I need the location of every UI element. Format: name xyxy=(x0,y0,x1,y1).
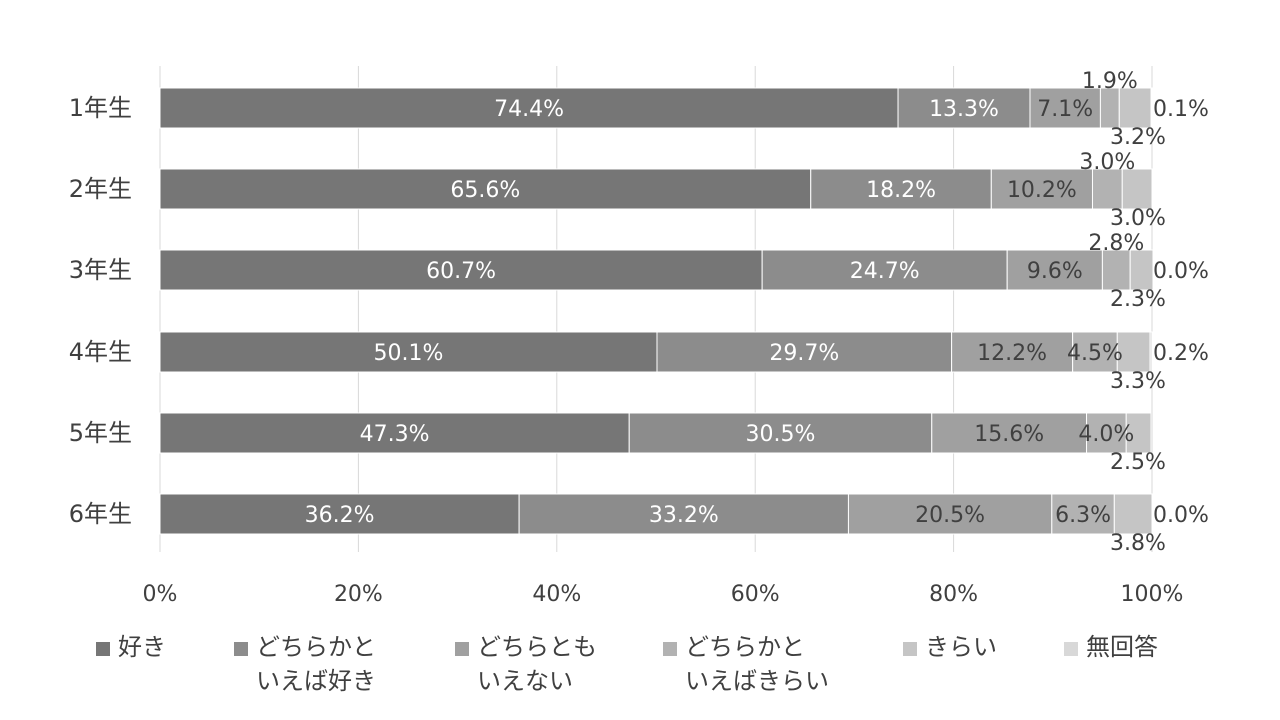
data-label: 29.7% xyxy=(769,341,839,366)
legend-label: きらい xyxy=(925,633,997,661)
legend-item: きらい xyxy=(903,630,997,664)
legend-item: 好き xyxy=(96,630,166,664)
data-label: 4.0% xyxy=(1078,422,1134,447)
bar-segment xyxy=(1150,87,1153,129)
bar-segment xyxy=(159,249,763,291)
data-label: 30.5% xyxy=(746,422,816,447)
data-label: 6.3% xyxy=(1055,503,1111,528)
legend-swatch xyxy=(234,642,248,656)
bar-segment xyxy=(1091,168,1123,210)
bar-segment xyxy=(1116,331,1151,373)
bar-segment xyxy=(990,168,1093,210)
legend-item: どちらかと いえばきらい xyxy=(663,630,829,698)
data-label: 20.5% xyxy=(915,503,985,528)
data-label: 33.2% xyxy=(649,503,719,528)
data-label: 18.2% xyxy=(866,178,936,203)
data-label: 3.2% xyxy=(1110,125,1166,150)
category-label: 3年生 xyxy=(69,256,132,284)
data-label: 2.8% xyxy=(1088,231,1144,256)
x-tick-label: 40% xyxy=(532,582,581,607)
category-label: 4年生 xyxy=(69,338,132,366)
legend-item: どちらかと いえば好き xyxy=(234,630,376,698)
legend-swatch xyxy=(903,642,917,656)
bar-segment xyxy=(1051,493,1115,535)
data-label: 74.4% xyxy=(494,97,564,122)
x-tick-label: 100% xyxy=(1121,582,1184,607)
data-label: 65.6% xyxy=(450,178,520,203)
bar-segment xyxy=(1006,249,1103,291)
category-label: 6年生 xyxy=(69,500,132,528)
legend-item: 無回答 xyxy=(1064,630,1158,664)
legend-label: どちらかと いえばきらい xyxy=(685,633,829,695)
x-tick-label: 60% xyxy=(731,582,780,607)
data-label: 0.0% xyxy=(1153,503,1209,528)
data-label: 60.7% xyxy=(426,259,496,284)
data-label: 3.0% xyxy=(1079,150,1135,175)
data-label: 3.8% xyxy=(1110,531,1166,556)
legend-swatch xyxy=(1064,642,1078,656)
data-label: 12.2% xyxy=(977,341,1047,366)
legend-label: どちらとも いえない xyxy=(477,633,597,695)
data-label: 0.0% xyxy=(1153,259,1209,284)
legend-swatch xyxy=(455,642,469,656)
legend-label: 好き xyxy=(118,633,166,661)
data-label: 4.5% xyxy=(1067,341,1123,366)
bar-segment xyxy=(951,331,1074,373)
bar-segment xyxy=(159,168,812,210)
bar-segment xyxy=(1072,331,1118,373)
data-label: 9.6% xyxy=(1027,259,1083,284)
bar-segment xyxy=(1149,331,1153,373)
legend-label: 無回答 xyxy=(1086,633,1158,661)
category-label: 5年生 xyxy=(69,419,132,447)
category-label: 1年生 xyxy=(69,94,132,122)
data-label: 3.3% xyxy=(1110,369,1166,394)
data-label: 1.9% xyxy=(1082,69,1138,94)
bar-segment xyxy=(1086,412,1127,454)
data-label: 13.3% xyxy=(929,97,999,122)
data-label: 7.1% xyxy=(1037,97,1093,122)
data-label: 0.2% xyxy=(1153,341,1209,366)
bar-segment xyxy=(159,331,658,373)
data-label: 2.3% xyxy=(1110,287,1166,312)
bar-segment xyxy=(931,412,1088,454)
data-label: 50.1% xyxy=(374,341,444,366)
legend-swatch xyxy=(96,642,110,656)
bar-segment xyxy=(810,168,992,210)
bar-segment xyxy=(761,249,1008,291)
bar-segment xyxy=(1125,412,1152,454)
data-label: 3.0% xyxy=(1110,206,1166,231)
bar-segment xyxy=(1118,87,1152,129)
x-tick-label: 80% xyxy=(929,582,978,607)
data-label: 47.3% xyxy=(360,422,430,447)
bar-segment xyxy=(656,331,953,373)
x-tick-label: 20% xyxy=(334,582,383,607)
x-tick-label: 0% xyxy=(143,582,178,607)
data-label: 15.6% xyxy=(974,422,1044,447)
bar-segment xyxy=(159,87,899,129)
bar-segment xyxy=(1099,87,1120,129)
chart-canvas: 0% 20% 40% 60% 80% 100% 1年生 2年生 3年生 4年生 5年生 6年生 74.4… xyxy=(69,66,1209,607)
bar-segment xyxy=(518,493,849,535)
bar-segment xyxy=(1121,168,1153,210)
data-label: 10.2% xyxy=(1007,178,1077,203)
data-label: 2.5% xyxy=(1110,450,1166,475)
category-label: 2年生 xyxy=(69,175,132,203)
bar-segment xyxy=(1101,249,1131,291)
legend-label: どちらかと いえば好き xyxy=(256,633,376,695)
data-label: 36.2% xyxy=(305,503,375,528)
bar-segment xyxy=(1113,493,1153,535)
legend-item: どちらとも いえない xyxy=(455,630,597,698)
chart-legend: 好き どちらかと いえば好き どちらとも いえない どちらかと いえばきらい きらい 無回… xyxy=(0,630,1280,720)
data-label: 24.7% xyxy=(850,259,920,284)
legend-swatch xyxy=(663,642,677,656)
data-label: 0.1% xyxy=(1153,97,1209,122)
bar-segment xyxy=(1129,249,1154,291)
